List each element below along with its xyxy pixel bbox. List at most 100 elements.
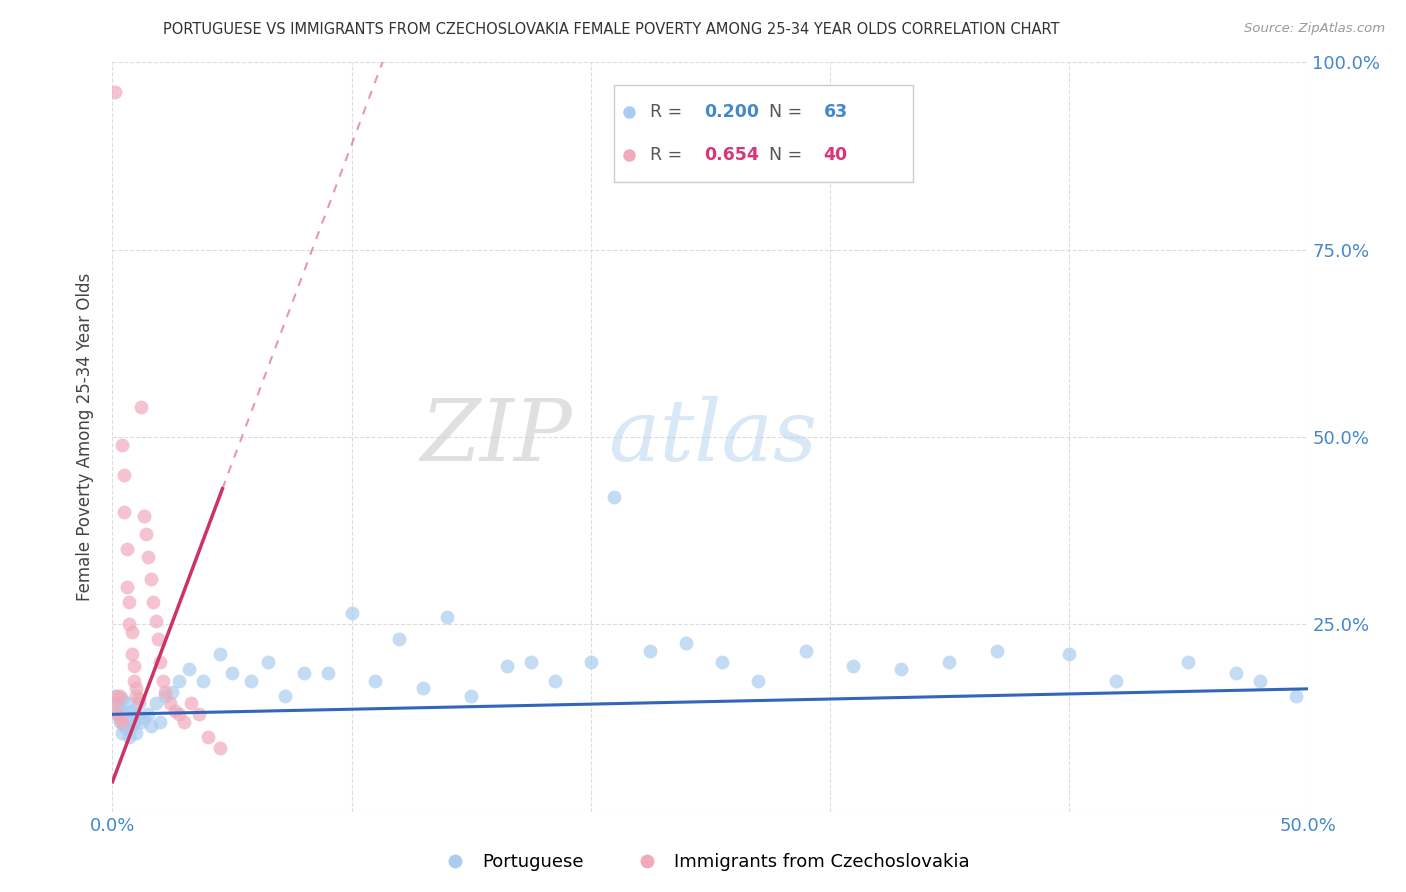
Point xyxy=(890,662,912,676)
Point xyxy=(1177,655,1199,669)
Point xyxy=(104,689,127,703)
Point xyxy=(388,632,411,647)
Text: ZIP: ZIP xyxy=(420,396,572,478)
Point xyxy=(114,718,135,732)
Point xyxy=(159,696,181,710)
Point xyxy=(111,437,134,451)
Point xyxy=(149,714,172,729)
Point xyxy=(747,673,769,688)
Point xyxy=(129,714,152,729)
Point xyxy=(496,658,519,673)
Point xyxy=(460,689,482,703)
Point xyxy=(104,86,127,100)
Point xyxy=(132,508,155,523)
Point xyxy=(121,624,143,639)
Point xyxy=(1285,689,1308,703)
Point xyxy=(1225,666,1247,681)
Point xyxy=(209,648,232,662)
Point xyxy=(121,704,143,718)
Point xyxy=(135,527,157,541)
Point xyxy=(128,696,150,710)
Point xyxy=(138,707,160,722)
Point xyxy=(118,730,141,744)
Point xyxy=(138,549,160,564)
Point xyxy=(122,714,145,729)
Point xyxy=(115,696,138,710)
Point xyxy=(129,400,152,414)
Point xyxy=(257,655,280,669)
Point xyxy=(111,726,134,740)
Point xyxy=(364,673,387,688)
Text: R =: R = xyxy=(650,103,688,121)
Point xyxy=(240,673,263,688)
Point xyxy=(114,467,135,482)
Point xyxy=(152,673,174,688)
Point xyxy=(108,689,131,703)
Point xyxy=(187,707,209,722)
Point xyxy=(145,696,167,710)
Y-axis label: Female Poverty Among 25-34 Year Olds: Female Poverty Among 25-34 Year Olds xyxy=(76,273,94,601)
Point xyxy=(197,730,219,744)
Text: 63: 63 xyxy=(824,103,848,121)
Text: Source: ZipAtlas.com: Source: ZipAtlas.com xyxy=(1244,22,1385,36)
Text: 0.200: 0.200 xyxy=(704,103,759,121)
Point xyxy=(169,707,191,722)
FancyBboxPatch shape xyxy=(614,85,914,182)
Point xyxy=(169,673,191,688)
Point xyxy=(142,595,165,609)
Text: 40: 40 xyxy=(824,146,848,164)
Point xyxy=(794,643,817,657)
Point xyxy=(209,741,232,756)
Point xyxy=(340,606,363,620)
Point xyxy=(111,714,134,729)
Point xyxy=(177,662,200,676)
Point xyxy=(115,723,138,737)
Point xyxy=(121,718,143,732)
Point xyxy=(149,655,172,669)
Point xyxy=(675,636,697,650)
Point xyxy=(1057,648,1080,662)
Text: atlas: atlas xyxy=(609,396,817,478)
Point xyxy=(128,692,150,706)
Point xyxy=(114,505,135,519)
Point xyxy=(640,643,662,657)
Point xyxy=(125,689,148,703)
Point xyxy=(162,685,183,699)
Point xyxy=(139,573,162,587)
Point xyxy=(125,681,148,695)
Point xyxy=(603,490,626,504)
Point xyxy=(111,692,134,706)
Point xyxy=(221,666,243,681)
Point xyxy=(105,696,128,710)
Point xyxy=(114,707,135,722)
Point xyxy=(520,655,543,669)
Point xyxy=(118,617,141,632)
Point xyxy=(139,718,162,732)
Point xyxy=(153,689,176,703)
Point xyxy=(122,673,145,688)
Point xyxy=(412,681,434,695)
Point xyxy=(543,673,565,688)
Point xyxy=(122,658,145,673)
Point xyxy=(273,689,295,703)
Point xyxy=(1105,673,1128,688)
Point xyxy=(121,648,143,662)
Point xyxy=(118,595,141,609)
Point xyxy=(173,714,195,729)
Point xyxy=(108,714,131,729)
Text: PORTUGUESE VS IMMIGRANTS FROM CZECHOSLOVAKIA FEMALE POVERTY AMONG 25-34 YEAR OLD: PORTUGUESE VS IMMIGRANTS FROM CZECHOSLOV… xyxy=(163,22,1060,37)
Point xyxy=(1249,673,1271,688)
Point xyxy=(145,614,167,628)
Point xyxy=(153,685,176,699)
Legend: Portuguese, Immigrants from Czechoslovakia: Portuguese, Immigrants from Czechoslovak… xyxy=(429,847,977,879)
Point xyxy=(118,711,141,725)
Point xyxy=(115,580,138,594)
Point xyxy=(579,655,602,669)
Point xyxy=(105,707,128,722)
Point xyxy=(986,643,1008,657)
Point xyxy=(193,673,215,688)
Point xyxy=(711,655,734,669)
Text: N =: N = xyxy=(758,103,807,121)
Text: 0.654: 0.654 xyxy=(704,146,759,164)
Point xyxy=(115,542,138,557)
